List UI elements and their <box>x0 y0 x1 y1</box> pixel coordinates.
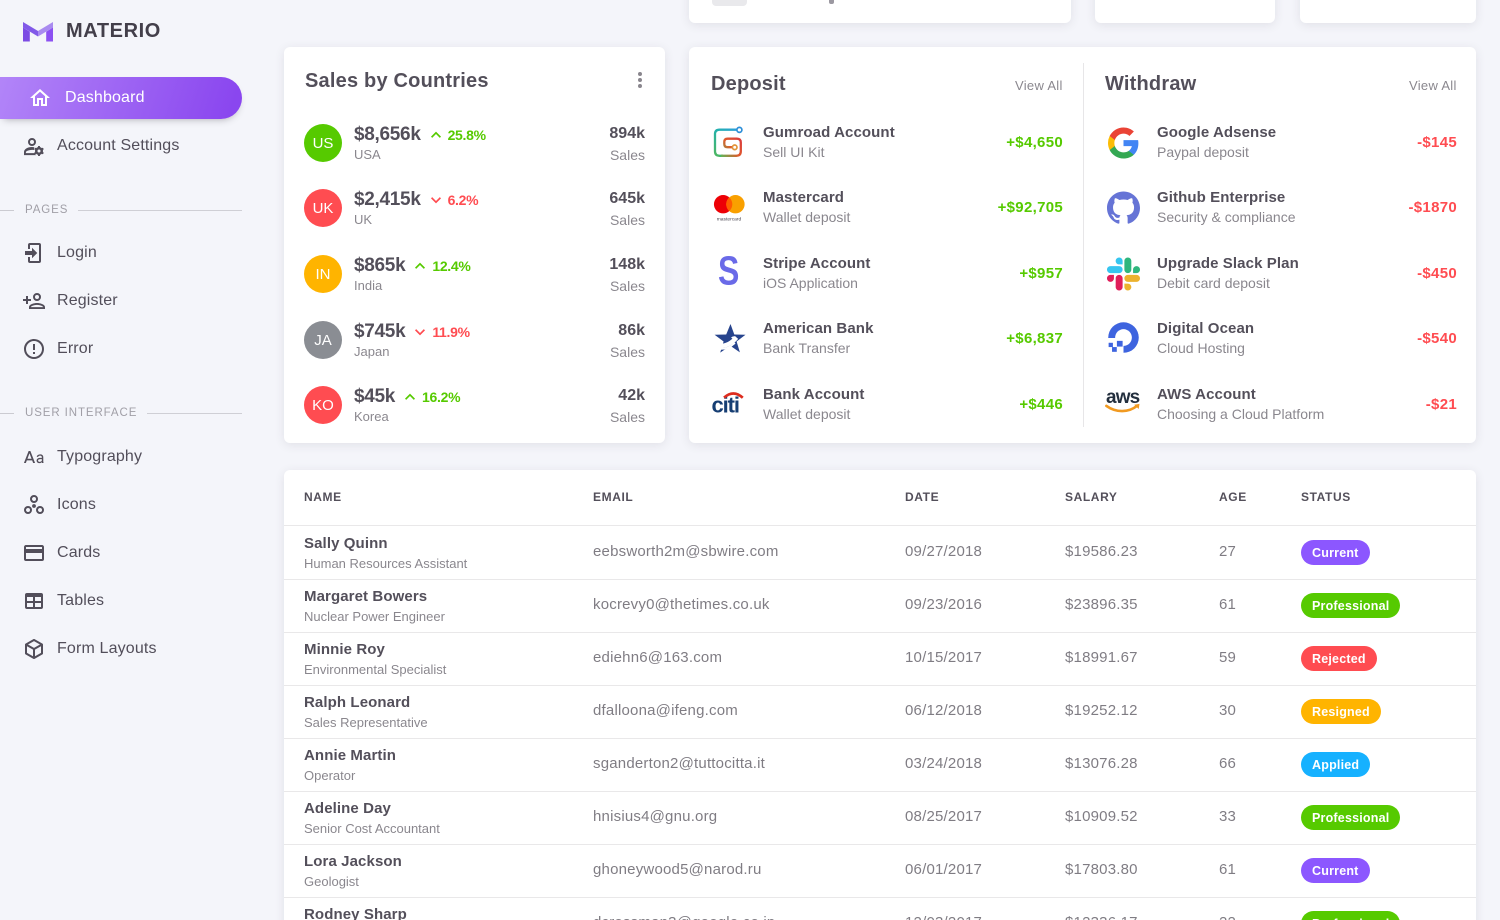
svg-text:aws: aws <box>1106 390 1140 408</box>
svg-text:mastercard: mastercard <box>717 216 742 222</box>
